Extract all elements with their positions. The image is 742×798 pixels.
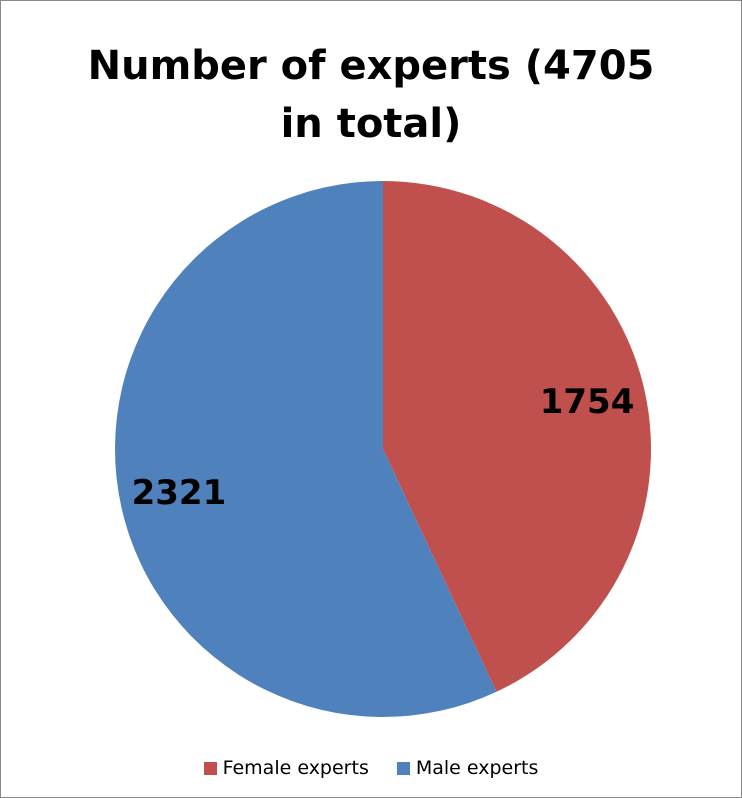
legend-item-male: Male experts xyxy=(396,757,539,779)
pie-slice-male xyxy=(114,181,497,718)
legend-swatch-female xyxy=(203,761,217,775)
legend-swatch-male xyxy=(396,761,410,775)
data-label-male: 2321 xyxy=(132,473,227,513)
pie-slice-female xyxy=(383,181,651,692)
pie-data-labels: 1754 2321 xyxy=(132,382,635,513)
data-label-female: 1754 xyxy=(540,382,635,422)
legend-label-male: Male experts xyxy=(415,757,539,779)
legend-item-female: Female experts xyxy=(203,757,369,779)
pie-slices xyxy=(114,181,651,718)
chart-title: Number of experts (4705 in total) xyxy=(87,43,655,147)
pie-chart: 1754 2321 xyxy=(114,181,651,718)
legend-label-female: Female experts xyxy=(222,757,369,779)
legend: Female experts Male experts xyxy=(1,757,741,779)
